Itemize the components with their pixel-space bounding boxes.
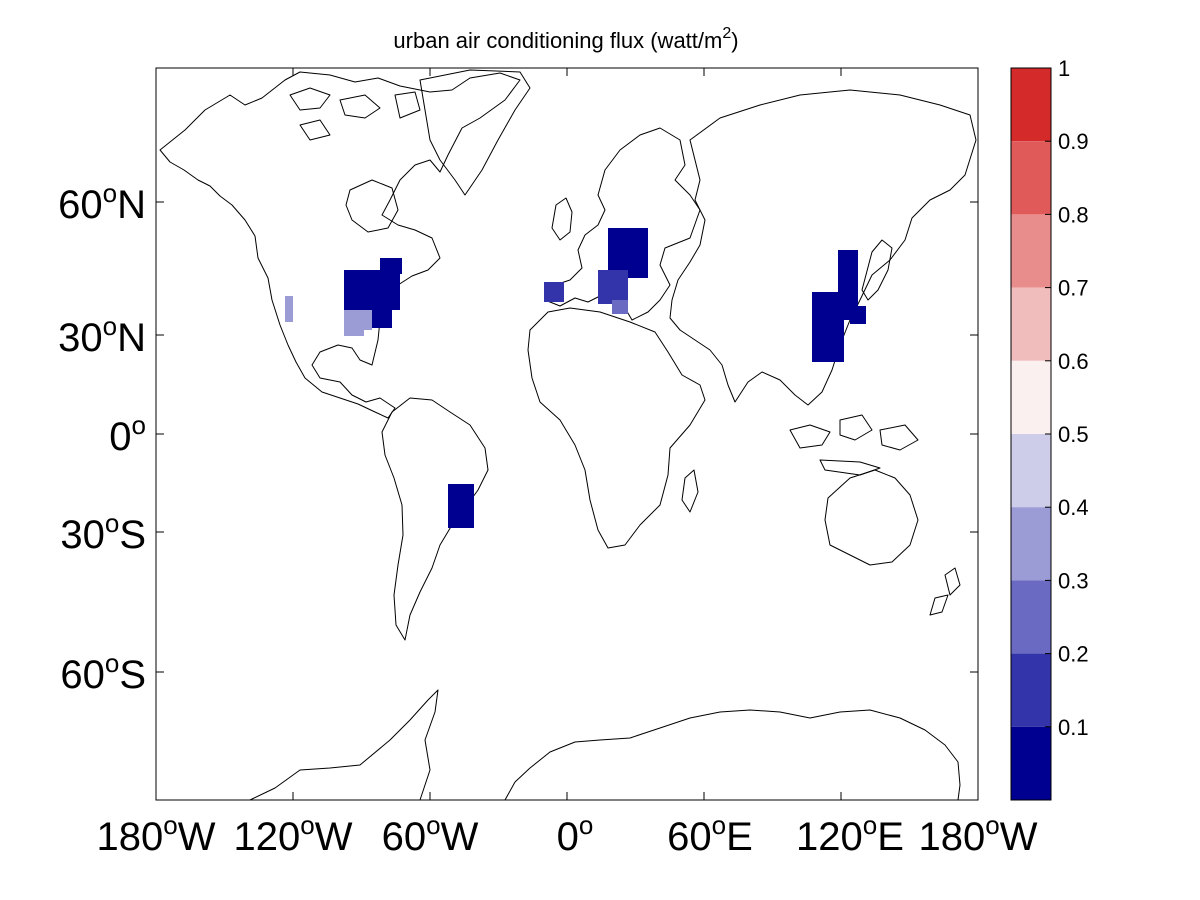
lat-tick-label: 60oN — [58, 178, 146, 227]
colorbar-label: 0.8 — [1058, 202, 1089, 227]
flux-cell-eastern-us-coast — [372, 298, 392, 328]
flux-cell-central-europe — [598, 270, 628, 304]
colorbar-segment — [1011, 507, 1051, 581]
lon-tick-label: 180oW — [97, 810, 216, 859]
flux-cell-california — [285, 296, 293, 322]
coastline-new-zealand — [929, 567, 961, 616]
figure-title: urban air conditioning flux (watt/m2) — [393, 25, 738, 53]
flux-cell-texas — [344, 326, 364, 336]
lat-tick-label: 0o — [109, 410, 146, 459]
coastline-greenland — [419, 69, 531, 196]
colorbar-segment — [1011, 287, 1051, 361]
colorbar-segment — [1011, 434, 1051, 508]
lon-tick-label: 120oE — [796, 810, 904, 859]
flux-cell-southern-us — [344, 310, 372, 330]
lon-tick-label: 120oW — [234, 810, 353, 859]
coastline-madagascar — [681, 469, 699, 513]
lon-tick-label: 60oW — [382, 810, 479, 859]
coastline-australia — [824, 469, 919, 566]
coastline-uk — [551, 197, 573, 241]
lon-tick-label: 0o — [557, 810, 594, 859]
coastline-arctic-islands — [289, 87, 421, 141]
flux-cell-iberia — [544, 282, 564, 302]
coastline-antarctica — [504, 709, 961, 801]
lon-tick-label: 180oW — [919, 810, 1038, 859]
colorbar-label: 0.6 — [1058, 349, 1089, 374]
lon-tick-label: 60oE — [667, 810, 753, 859]
flux-cell-eastern-europe — [608, 228, 648, 278]
colorbar-label: 0.2 — [1058, 642, 1089, 667]
colorbar-label: 0.9 — [1058, 129, 1089, 154]
coastline-japan — [861, 239, 893, 301]
colorbar-segment — [1011, 68, 1051, 142]
coastlines — [159, 69, 977, 801]
flux-cell-balkans — [612, 300, 628, 314]
colorbar-segment — [1011, 726, 1051, 800]
lat-tick-label: 30oN — [58, 311, 146, 360]
colorbar-segment — [1011, 214, 1051, 288]
colorbar-label: 0.1 — [1058, 715, 1089, 740]
colorbar-label: 0.3 — [1058, 568, 1089, 593]
flux-cell-korea-region — [850, 306, 866, 324]
colorbar-segment — [1011, 653, 1051, 727]
colorbar-label: 0.4 — [1058, 495, 1089, 520]
frame-ticks — [156, 68, 978, 800]
colorbar-segment — [1011, 360, 1051, 434]
lat-tick-label: 30oS — [60, 508, 146, 557]
colorbar-segment — [1011, 141, 1051, 215]
flux-cell-eastern-china — [812, 292, 844, 362]
coastline-hudson-bay — [345, 179, 399, 233]
coastline-south-america — [381, 397, 489, 641]
colorbar-segment — [1011, 580, 1051, 654]
coastline-se-asia-islands — [789, 414, 919, 476]
flux-cell-southeast-brazil — [448, 484, 474, 528]
map-frame — [155, 67, 979, 801]
flux-cell-eastern-us-north — [380, 258, 402, 274]
longitude-tick-labels: 180oW 120oW 60oW 0o 60oE 120oE 180oW — [97, 810, 1038, 859]
coastline-africa — [527, 307, 706, 549]
lat-tick-label: 60oS — [60, 648, 146, 697]
flux-cells — [285, 228, 866, 528]
colorbar-label: 0.5 — [1058, 422, 1089, 447]
coastline-antarctic-peninsula — [249, 689, 439, 801]
latitude-tick-labels: 60oN 30oN 0o 30oS 60oS — [58, 178, 146, 697]
colorbar-label: 0.7 — [1058, 276, 1089, 301]
coastline-asia — [669, 89, 977, 406]
colorbar-label: 1 — [1058, 56, 1070, 81]
colorbar: 1 0.9 0.8 0.7 0.6 0.5 0.4 0.3 0.2 0.1 — [1010, 56, 1089, 801]
